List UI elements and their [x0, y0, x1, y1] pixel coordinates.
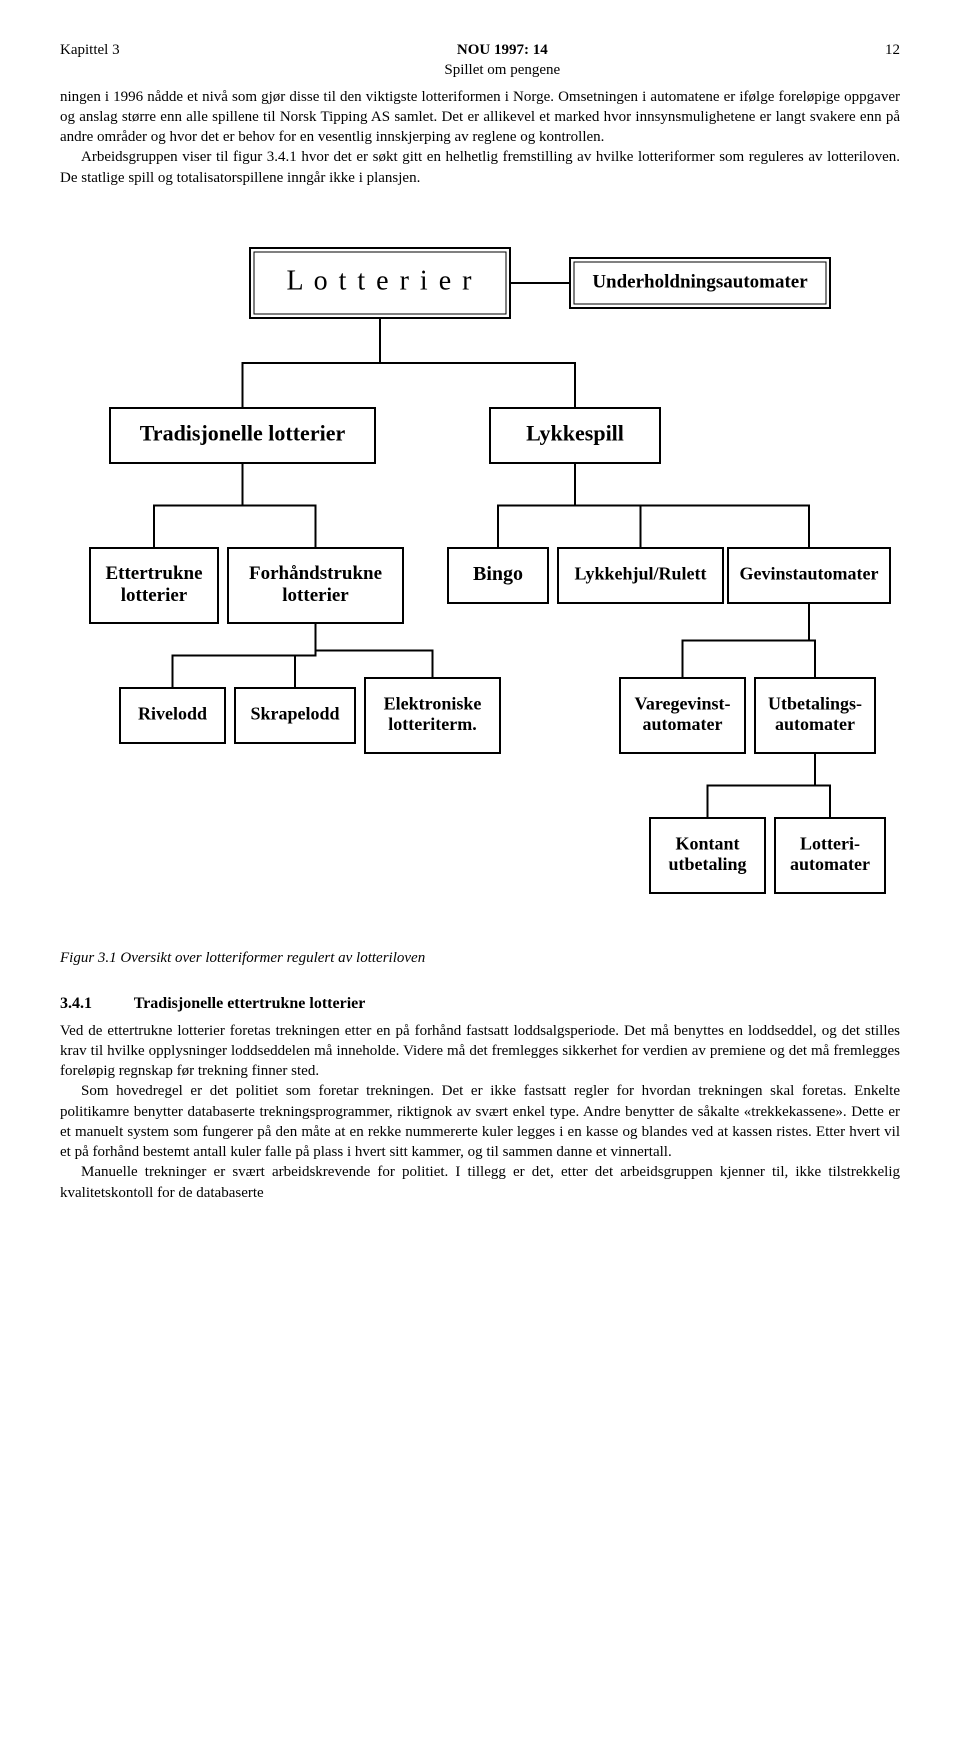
svg-text:lotterier: lotterier [121, 585, 188, 606]
tree-node-skrap: Skrapelodd [235, 688, 355, 743]
body-text-top: ningen i 1996 nådde et nivå som gjør dis… [60, 87, 900, 188]
svg-text:automater: automater [775, 714, 855, 734]
svg-text:automater: automater [643, 714, 723, 734]
tree-node-elekt: Elektroniskelotteriterm. [365, 678, 500, 753]
svg-text:automater: automater [790, 854, 870, 874]
svg-text:Skrapelodd: Skrapelodd [250, 703, 339, 723]
paragraph-1: ningen i 1996 nådde et nivå som gjør dis… [60, 87, 900, 148]
paragraph-2: Arbeidsgruppen viser til figur 3.4.1 hvo… [60, 147, 900, 188]
tree-node-lykrul: Lykkehjul/Rulett [558, 548, 723, 603]
tree-node-lottaut: Lotteri-automater [775, 818, 885, 893]
section-heading: 3.4.1 Tradisjonelle ettertrukne lotterie… [60, 993, 900, 1015]
section-title: Tradisjonelle ettertrukne lotterier [134, 995, 366, 1012]
svg-text:Kontant: Kontant [675, 833, 739, 853]
tree-svg: L o t t e r i e r Underholdningsautomater… [80, 228, 900, 918]
svg-text:Forhåndstrukne: Forhåndstrukne [249, 563, 382, 584]
tree-node-lykke: Lykkespill [490, 408, 660, 463]
svg-text:Ettertrukne: Ettertrukne [105, 563, 202, 584]
svg-text:Tradisjonelle lotterier: Tradisjonelle lotterier [140, 420, 346, 445]
tree-node-gevaut: Gevinstautomater [728, 548, 890, 603]
body-text-bottom: Ved de ettertrukne lotterier foretas tre… [60, 1021, 900, 1203]
page-number: 12 [885, 40, 900, 60]
page-header: Kapittel 3 NOU 1997: 14 Spillet om penge… [60, 40, 900, 81]
tree-node-under: Underholdningsautomater [570, 258, 830, 308]
paragraph-5: Manuelle trekninger er svært arbeidskrev… [60, 1162, 900, 1203]
lottery-tree-diagram: L o t t e r i e r Underholdningsautomater… [80, 228, 880, 918]
svg-text:L o t t e r i e r: L o t t e r i e r [287, 265, 474, 296]
doc-title: Spillet om pengene [120, 60, 885, 80]
svg-text:Utbetalings-: Utbetalings- [768, 693, 862, 713]
header-center: NOU 1997: 14 Spillet om pengene [120, 40, 885, 81]
svg-text:Lotteri-: Lotteri- [800, 833, 860, 853]
svg-text:Lykkehjul/Rulett: Lykkehjul/Rulett [574, 563, 706, 583]
svg-text:Varegevinst-: Varegevinst- [635, 693, 731, 713]
svg-text:Underholdningsautomater: Underholdningsautomater [592, 271, 808, 292]
tree-node-utbet: Utbetalings-automater [755, 678, 875, 753]
tree-node-vare: Varegevinst-automater [620, 678, 745, 753]
paragraph-4: Som hovedregel er det politiet som foret… [60, 1081, 900, 1162]
tree-node-etter: Ettertruknelotterier [90, 548, 218, 623]
tree-node-trad: Tradisjonelle lotterier [110, 408, 375, 463]
svg-text:utbetaling: utbetaling [668, 854, 746, 874]
tree-node-kont: Kontantutbetaling [650, 818, 765, 893]
doc-id: NOU 1997: 14 [120, 40, 885, 60]
svg-text:Lykkespill: Lykkespill [526, 420, 624, 445]
svg-text:Gevinstautomater: Gevinstautomater [740, 563, 879, 583]
tree-node-bingo: Bingo [448, 548, 548, 603]
svg-text:lotterier: lotterier [282, 585, 349, 606]
svg-text:lotteriterm.: lotteriterm. [388, 714, 476, 734]
chapter-label: Kapittel 3 [60, 40, 120, 60]
tree-node-root: L o t t e r i e r [250, 248, 510, 318]
figure-caption: Figur 3.1 Oversikt over lotteriformer re… [60, 948, 900, 968]
svg-text:Elektroniske: Elektroniske [384, 693, 482, 713]
tree-node-rive: Rivelodd [120, 688, 225, 743]
section-number: 3.4.1 [60, 993, 130, 1015]
tree-node-forh: Forhåndstruknelotterier [228, 548, 403, 623]
paragraph-3: Ved de ettertrukne lotterier foretas tre… [60, 1021, 900, 1082]
svg-text:Bingo: Bingo [473, 563, 523, 585]
svg-text:Rivelodd: Rivelodd [138, 703, 207, 723]
